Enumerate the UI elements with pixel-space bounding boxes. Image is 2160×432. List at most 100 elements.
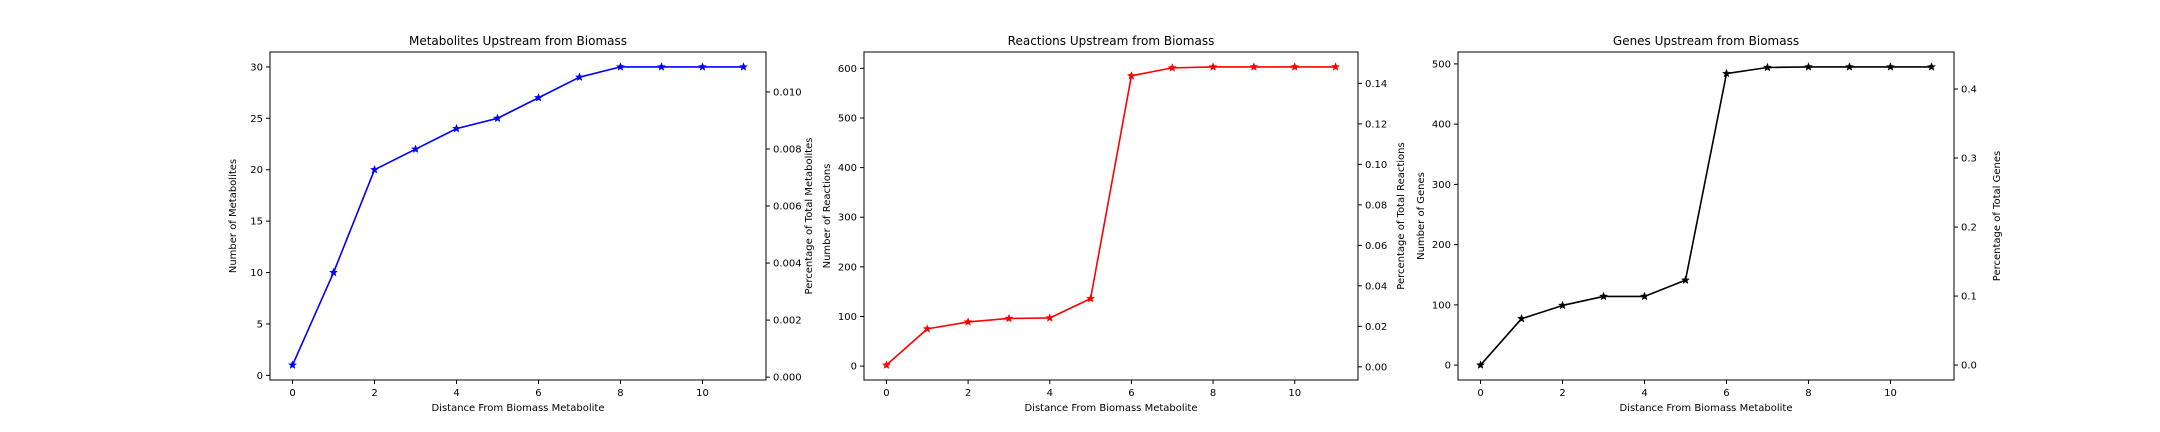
y2-tick-label: 0.1 bbox=[1961, 292, 1977, 303]
data-point-star-marker bbox=[963, 317, 973, 326]
y2-tick-label: 0.3 bbox=[1961, 154, 1977, 165]
data-point-star-marker bbox=[1926, 62, 1936, 71]
y-tick-label: 25 bbox=[250, 114, 263, 125]
axes-frame bbox=[269, 51, 767, 381]
data-point-star-marker bbox=[1885, 62, 1895, 71]
data-point-star-marker bbox=[1680, 275, 1691, 285]
data-point-star-marker bbox=[922, 324, 932, 333]
y-tick-label: 500 bbox=[838, 113, 857, 124]
data-point-star-marker bbox=[738, 62, 748, 71]
y2-tick-label: 0.10 bbox=[1365, 160, 1387, 171]
y-tick-label: 10 bbox=[250, 268, 263, 279]
data-point-star-marker bbox=[656, 62, 666, 71]
data-point-star-marker bbox=[1476, 360, 1486, 369]
y-tick-label: 0 bbox=[257, 371, 263, 382]
x-tick-label: 8 bbox=[617, 388, 623, 399]
y-tick-label: 30 bbox=[250, 62, 263, 73]
data-point-star-marker bbox=[1167, 63, 1177, 72]
data-point-star-marker bbox=[370, 164, 380, 174]
chart-title: Reactions Upstream from Biomass bbox=[1008, 34, 1215, 48]
y-tick-label: 0 bbox=[851, 362, 857, 373]
y2-tick-label: 0.000 bbox=[773, 373, 802, 384]
y-tick-label: 400 bbox=[1432, 120, 1451, 131]
y-tick-label: 200 bbox=[838, 262, 857, 273]
y-tick-label: 15 bbox=[250, 217, 263, 228]
y2-tick-label: 0.0 bbox=[1961, 361, 1977, 372]
data-point-star-marker bbox=[329, 267, 339, 277]
y2-tick-label: 0.04 bbox=[1365, 281, 1387, 292]
y2-tick-label: 0.00 bbox=[1365, 362, 1387, 373]
series-line bbox=[1479, 66, 1932, 366]
data-point-star-marker bbox=[1762, 62, 1773, 72]
chart-panel-1: 0 2 4 6 8 10 0 5 10 15 20 25 30 0.000 0.002 0.004 0.006 0… bbox=[228, 34, 815, 414]
x-tick-label: 2 bbox=[965, 388, 971, 399]
x-tick-label: 6 bbox=[535, 388, 541, 399]
data-point-star-marker bbox=[411, 144, 421, 154]
y2-tick-label: 0.004 bbox=[773, 259, 802, 270]
y-tick-label: 300 bbox=[838, 213, 857, 224]
chart-panel-3: 0 2 4 6 8 1001002003004005000.00.10.20.30.4Ge… bbox=[1416, 34, 2003, 414]
x-axis-label: Distance From Biomass Metabolite bbox=[1024, 403, 1197, 414]
y-axis-label: Number of Reactions bbox=[822, 164, 833, 269]
axes-frame bbox=[863, 51, 1359, 381]
y-tick-label: 500 bbox=[1432, 59, 1451, 70]
y2-axis-label: Percentage of Total Reactions bbox=[1396, 142, 1407, 289]
data-point-star-marker bbox=[1599, 291, 1609, 301]
y2-tick-label: 0.02 bbox=[1365, 322, 1387, 333]
chart-panel-2: 0 2 4 6 8 1001002003004005006000.000.020.040.… bbox=[822, 34, 1407, 414]
data-point-star-marker bbox=[1844, 62, 1854, 71]
data-point-star-marker bbox=[881, 360, 891, 369]
data-point-star-marker bbox=[697, 62, 707, 71]
series-line bbox=[291, 66, 744, 366]
y-tick-label: 100 bbox=[838, 312, 857, 323]
chart-title: Genes Upstream from Biomass bbox=[1613, 34, 1799, 48]
data-point-star-marker bbox=[1721, 68, 1732, 78]
data-point-star-marker bbox=[1517, 313, 1527, 323]
y-axis-label: Number of Metabolites bbox=[228, 159, 239, 273]
data-point-star-marker bbox=[1249, 62, 1259, 71]
y-tick-label: 5 bbox=[257, 319, 263, 330]
x-tick-label: 0 bbox=[289, 388, 295, 399]
y2-tick-label: 0.4 bbox=[1961, 84, 1977, 95]
data-point-star-marker bbox=[1126, 71, 1136, 80]
series-line bbox=[885, 66, 1336, 366]
x-tick-label: 2 bbox=[1559, 388, 1565, 399]
y2-tick-label: 0.010 bbox=[773, 87, 802, 98]
data-point-star-marker bbox=[1290, 62, 1300, 71]
y-tick-label: 400 bbox=[838, 163, 857, 174]
x-axis-label: Distance From Biomass Metabolite bbox=[1619, 403, 1792, 414]
y2-tick-label: 0.006 bbox=[773, 202, 802, 213]
y-tick-label: 200 bbox=[1432, 240, 1451, 251]
y2-tick-label: 0.12 bbox=[1365, 119, 1387, 130]
y2-axis-label: Percentage of Total Metabolites bbox=[804, 138, 815, 295]
data-point-star-marker bbox=[1208, 62, 1218, 71]
y-tick-label: 300 bbox=[1432, 180, 1451, 191]
x-tick-label: 4 bbox=[1641, 388, 1647, 399]
x-tick-label: 4 bbox=[453, 388, 459, 399]
y-tick-label: 20 bbox=[250, 165, 263, 176]
y-tick-label: 0 bbox=[1445, 361, 1451, 372]
data-point-star-marker bbox=[1045, 313, 1055, 322]
y2-tick-label: 0.06 bbox=[1365, 241, 1387, 252]
y2-tick-label: 0.008 bbox=[773, 144, 802, 155]
data-point-star-marker bbox=[1639, 291, 1650, 301]
x-tick-label: 4 bbox=[1047, 388, 1053, 399]
data-point-star-marker bbox=[615, 62, 625, 71]
x-tick-label: 0 bbox=[883, 388, 889, 399]
data-point-star-marker bbox=[492, 113, 503, 123]
x-tick-label: 2 bbox=[371, 388, 377, 399]
y-tick-label: 100 bbox=[1432, 300, 1451, 311]
x-tick-label: 10 bbox=[696, 388, 709, 399]
data-point-star-marker bbox=[1086, 293, 1096, 303]
data-point-star-marker bbox=[288, 360, 298, 369]
data-point-star-marker bbox=[1803, 62, 1813, 71]
x-axis-label: Distance From Biomass Metabolite bbox=[431, 403, 604, 414]
y2-tick-label: 0.14 bbox=[1365, 79, 1387, 90]
data-point-star-marker bbox=[1557, 300, 1568, 310]
y2-axis-label: Percentage of Total Genes bbox=[1992, 151, 2003, 281]
y2-tick-label: 0.08 bbox=[1365, 200, 1387, 211]
data-point-star-marker bbox=[574, 72, 585, 82]
y2-tick-label: 0.2 bbox=[1961, 223, 1977, 234]
data-point-star-marker bbox=[1331, 62, 1341, 71]
